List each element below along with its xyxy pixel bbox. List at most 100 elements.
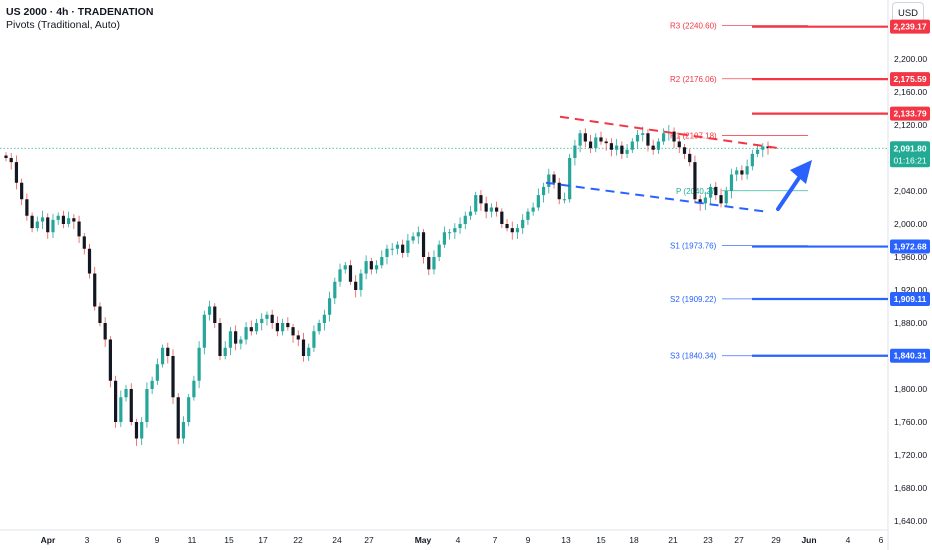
y-tick-label: 1,920.00	[894, 285, 927, 295]
candle-body	[557, 182, 561, 200]
last-price-badge	[890, 141, 930, 168]
candle-body	[641, 133, 645, 135]
candle-body	[735, 170, 739, 175]
price-badge	[890, 72, 930, 87]
candle-body	[562, 199, 567, 201]
candle-body	[489, 207, 493, 212]
x-tick-label: 17	[258, 535, 268, 545]
candle-body	[677, 141, 681, 148]
x-tick-label: 13	[561, 535, 571, 545]
candle-body	[171, 356, 175, 398]
candle-body	[286, 323, 290, 328]
candle-body	[61, 215, 66, 224]
last-price-label: 2,091.80	[893, 143, 926, 153]
price-badge-label: 1,972.68	[893, 242, 926, 252]
candle-body	[395, 244, 400, 249]
candle-body	[625, 149, 629, 154]
candle-body	[67, 218, 71, 224]
candle-body	[249, 327, 253, 332]
candle-body	[526, 211, 530, 220]
candle-body	[401, 244, 405, 253]
candle-body	[134, 422, 139, 439]
candle-body	[385, 248, 389, 257]
candle-body	[348, 265, 353, 282]
symbol-title: US 2000 · 4h · TRADENATION	[6, 6, 154, 18]
y-tick-label: 2,120.00	[894, 120, 927, 130]
price-badge-label: 2,239.17	[893, 22, 926, 32]
candle-body	[181, 422, 186, 439]
currency-button[interactable]: USD	[892, 2, 924, 24]
candle-body	[448, 232, 452, 234]
candle-body	[166, 347, 170, 356]
x-tick-label: May	[415, 535, 432, 545]
candle-body	[51, 219, 55, 233]
candle-body	[213, 306, 217, 323]
candle-body	[442, 232, 447, 245]
candle-body	[437, 244, 441, 257]
candle-body	[536, 195, 540, 208]
candle-body	[124, 389, 128, 398]
candle-body	[343, 265, 347, 270]
candle-body	[380, 257, 384, 266]
candle-body	[333, 281, 337, 299]
candle-body	[265, 314, 269, 319]
candle-body	[416, 232, 420, 237]
channel-upper-line	[559, 115, 779, 150]
candle-body	[484, 203, 488, 212]
candle-body	[359, 273, 363, 290]
candle-body	[604, 141, 608, 144]
pivot-label: S2 (1909.22)	[670, 295, 717, 304]
candle-body	[510, 228, 514, 233]
price-badge	[890, 106, 930, 121]
candle-body	[281, 323, 285, 332]
candle-body	[150, 380, 154, 389]
x-tick-label: 21	[668, 535, 678, 545]
candle-body	[77, 221, 81, 237]
candle-body	[322, 314, 326, 323]
candle-body	[750, 153, 754, 167]
candle-body	[594, 137, 598, 149]
candle-body	[260, 318, 264, 323]
indicator-label: Pivots (Traditional, Auto)	[6, 19, 120, 31]
candle-body	[568, 158, 572, 200]
x-tick-label: 9	[526, 535, 531, 545]
pivot-label: S3 (1840.34)	[670, 352, 717, 361]
candle-body	[369, 261, 373, 270]
candle-body	[234, 331, 238, 344]
candle-body	[515, 228, 520, 233]
candle-body	[656, 141, 660, 150]
candle-body	[317, 323, 321, 332]
candle-body	[354, 281, 358, 290]
candle-body	[662, 133, 666, 142]
candle-body	[338, 269, 342, 282]
pivot-label: R3 (2240.60)	[670, 22, 717, 31]
y-tick-label: 1,960.00	[894, 252, 927, 262]
candle-body	[531, 207, 535, 212]
candle-body	[14, 162, 19, 183]
candle-body	[291, 327, 295, 336]
candle-body	[474, 195, 478, 212]
candle-body	[421, 232, 426, 257]
price-badge	[890, 19, 930, 34]
y-tick-label: 1,800.00	[894, 384, 927, 394]
x-tick-label: 11	[188, 535, 197, 545]
candle-body	[588, 141, 593, 149]
candle-body	[458, 224, 462, 229]
candle-body	[9, 158, 13, 163]
candle-body	[254, 323, 259, 332]
candle-body	[307, 347, 311, 356]
candle-body	[114, 380, 118, 422]
price-badge-label: 2,133.79	[893, 109, 926, 119]
candle-body	[145, 389, 149, 422]
candle-body	[4, 155, 8, 158]
candle-body	[411, 236, 415, 241]
pivot-label: S1 (1973.76)	[670, 242, 717, 251]
y-tick-label: 2,040.00	[894, 186, 927, 196]
candle-body	[599, 137, 603, 142]
arrow-shaft	[776, 170, 805, 211]
x-tick-label: 24	[332, 535, 342, 545]
candle-body	[714, 186, 718, 196]
candle-body	[755, 149, 760, 154]
